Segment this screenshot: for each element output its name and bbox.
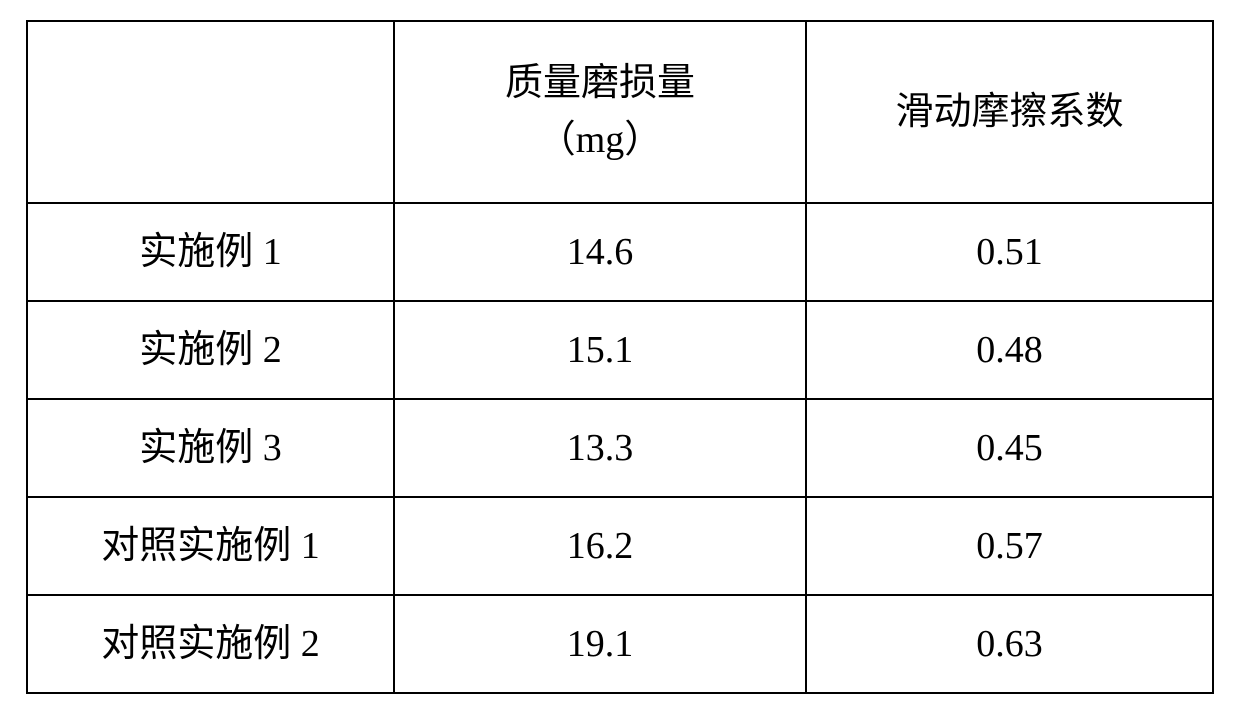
table-row: 对照实施例 1 16.2 0.57 bbox=[27, 497, 1213, 595]
row-label: 对照实施例 1 bbox=[27, 497, 394, 595]
row-label: 实施例 1 bbox=[27, 203, 394, 301]
table-header-row: 质量磨损量 （mg） 滑动摩擦系数 bbox=[27, 21, 1213, 203]
header-cell-friction: 滑动摩擦系数 bbox=[806, 21, 1213, 203]
table-row: 实施例 1 14.6 0.51 bbox=[27, 203, 1213, 301]
row-friction: 0.51 bbox=[806, 203, 1213, 301]
data-table: 质量磨损量 （mg） 滑动摩擦系数 实施例 1 14.6 0.51 bbox=[26, 20, 1214, 694]
row-label: 实施例 2 bbox=[27, 301, 394, 399]
row-friction: 0.57 bbox=[806, 497, 1213, 595]
data-table-container: 质量磨损量 （mg） 滑动摩擦系数 实施例 1 14.6 0.51 bbox=[26, 20, 1214, 694]
header-cell-empty bbox=[27, 21, 394, 203]
header-subtext: （mg） bbox=[538, 112, 663, 169]
header-text: 质量磨损量 bbox=[505, 55, 695, 112]
table-row: 实施例 3 13.3 0.45 bbox=[27, 399, 1213, 497]
row-mass-loss: 13.3 bbox=[394, 399, 806, 497]
row-mass-loss: 19.1 bbox=[394, 595, 806, 693]
row-friction: 0.45 bbox=[806, 399, 1213, 497]
table-row: 对照实施例 2 19.1 0.63 bbox=[27, 595, 1213, 693]
row-label: 实施例 3 bbox=[27, 399, 394, 497]
row-friction: 0.63 bbox=[806, 595, 1213, 693]
row-mass-loss: 14.6 bbox=[394, 203, 806, 301]
table-row: 实施例 2 15.1 0.48 bbox=[27, 301, 1213, 399]
header-cell-mass-loss: 质量磨损量 （mg） bbox=[394, 21, 806, 203]
header-text: 滑动摩擦系数 bbox=[895, 84, 1123, 141]
row-mass-loss: 15.1 bbox=[394, 301, 806, 399]
row-label: 对照实施例 2 bbox=[27, 595, 394, 693]
row-mass-loss: 16.2 bbox=[394, 497, 806, 595]
row-friction: 0.48 bbox=[806, 301, 1213, 399]
